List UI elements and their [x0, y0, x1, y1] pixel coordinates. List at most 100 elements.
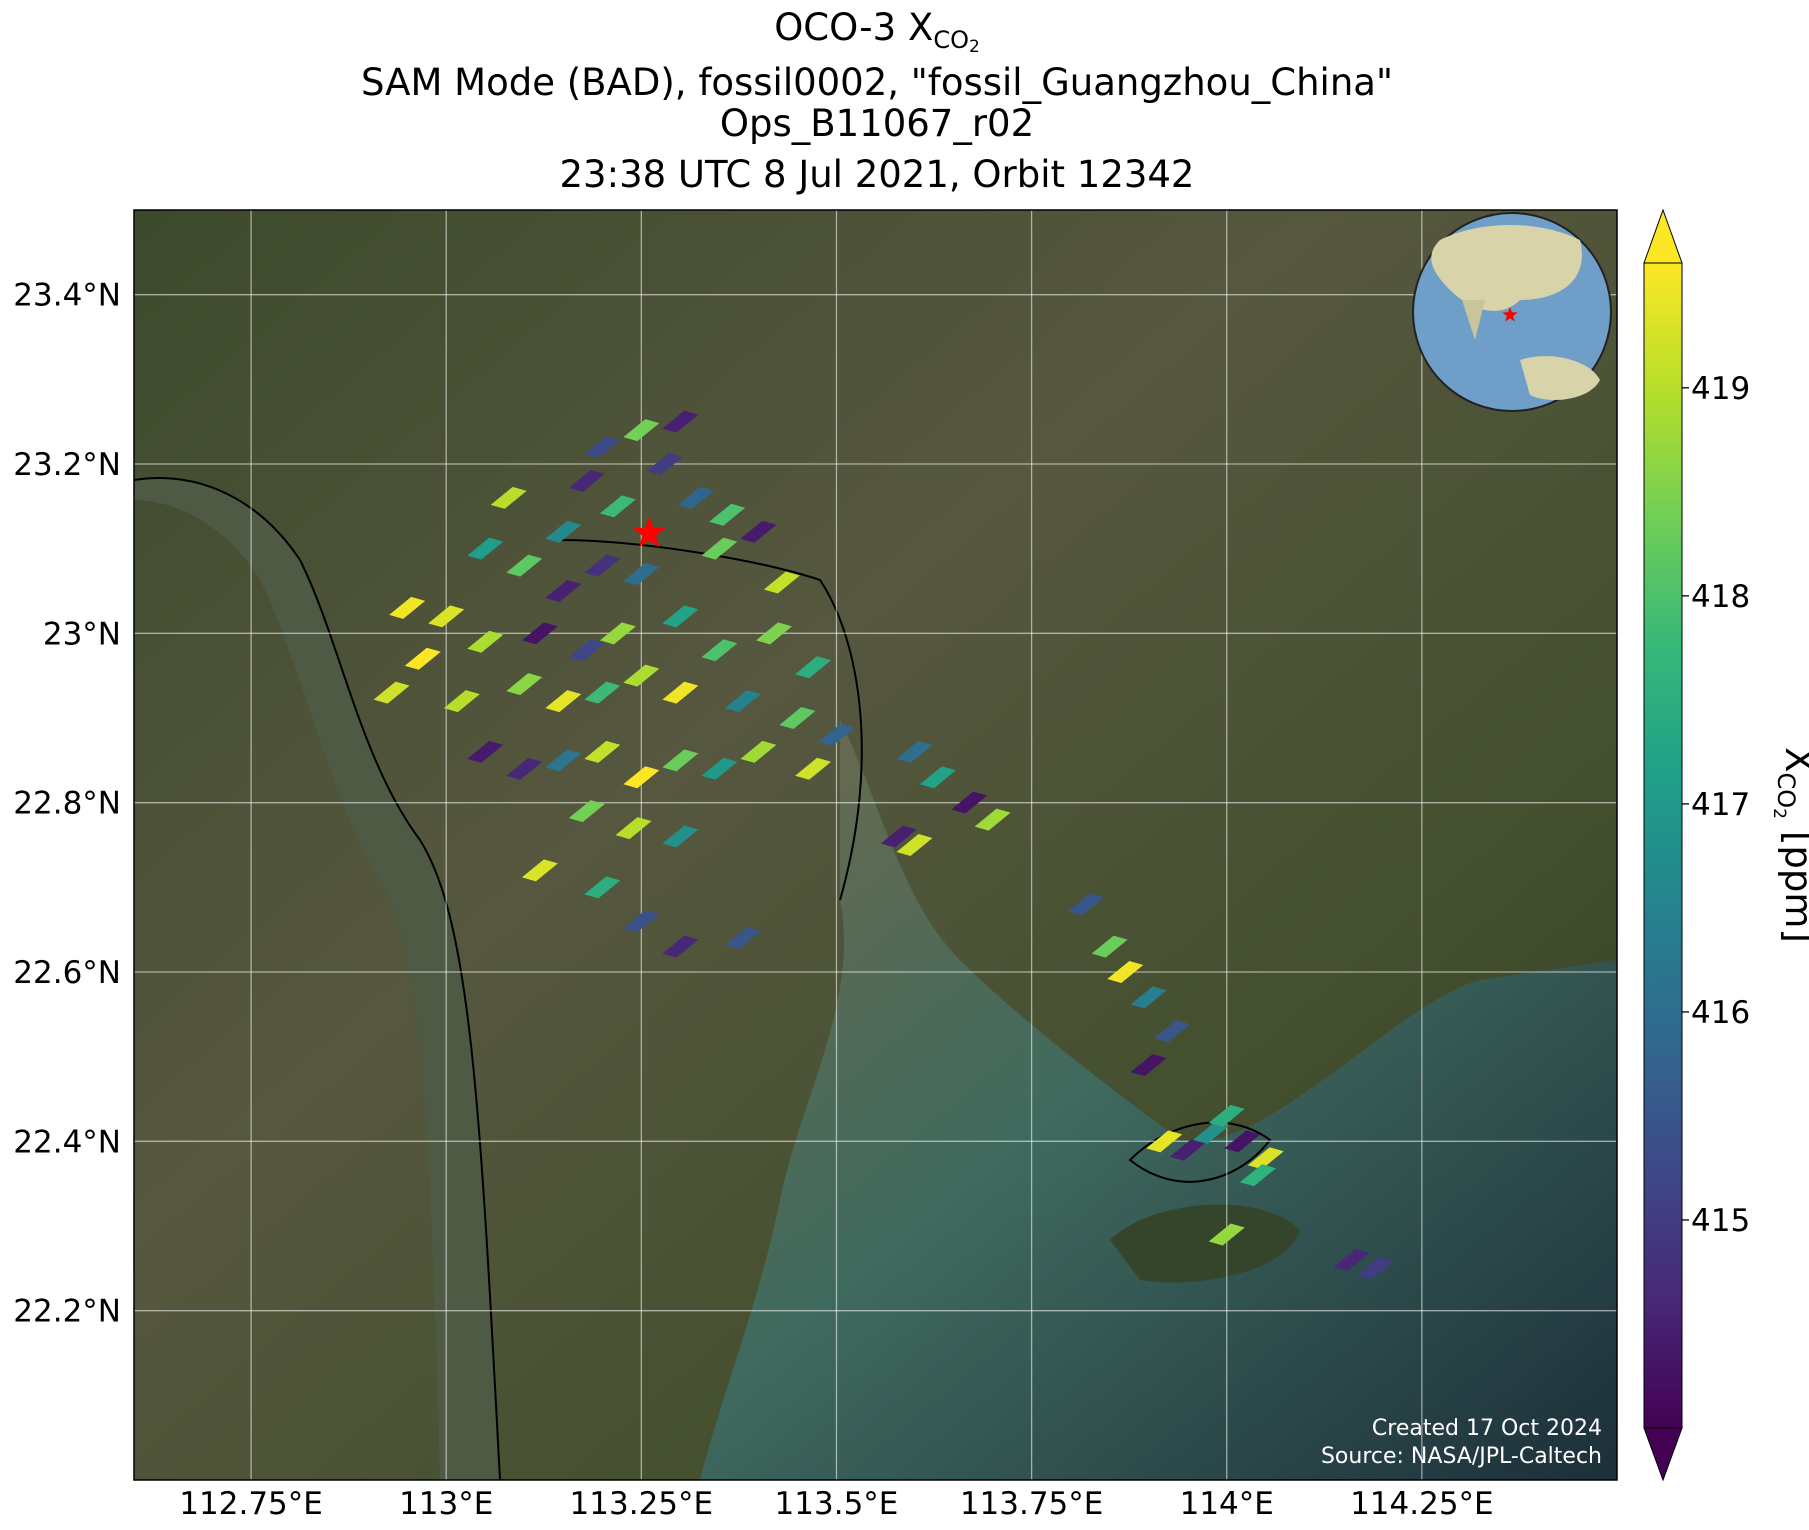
river	[134, 478, 500, 1480]
x-tick-label: 114°E	[1180, 1486, 1274, 1522]
footprint	[443, 690, 480, 713]
cb-label-subsub: 2	[1769, 808, 1789, 819]
footprint	[545, 580, 582, 602]
subtitle: 23:38 UTC 8 Jul 2021, Orbit 12342	[560, 153, 1195, 196]
subtitle: SAM Mode (BAD), fossil0002, "fossil_Guan…	[361, 61, 1393, 104]
footprint	[1247, 1147, 1284, 1170]
x-tick-label: 114.25°E	[1350, 1486, 1494, 1522]
footprint	[467, 537, 504, 560]
footprint	[1130, 986, 1167, 1009]
footprint	[467, 740, 504, 763]
footprint	[662, 825, 699, 848]
y-tick-label: 23.4°N	[13, 278, 121, 314]
colorbar-frame	[1643, 262, 1683, 1429]
footprint	[545, 520, 582, 543]
footprint	[1208, 1104, 1245, 1127]
footprint	[404, 647, 441, 670]
footprint	[763, 571, 800, 594]
y-tick-label: 22.4°N	[13, 1124, 121, 1160]
footprint	[599, 622, 636, 645]
footprint	[646, 453, 683, 475]
globe-star	[1502, 307, 1518, 322]
footprint	[568, 639, 605, 662]
credit: Source: NASA/JPL-Caltech	[1321, 1444, 1602, 1469]
colorbar-tick-label: 418	[1691, 579, 1750, 615]
footprint	[1107, 961, 1144, 983]
footprints	[373, 410, 1394, 1280]
footprint	[623, 664, 660, 687]
footprint	[701, 639, 738, 662]
cb-label-unit: [ppm]	[1777, 831, 1809, 943]
title-subsub: 2	[969, 37, 980, 57]
footprint	[779, 707, 816, 729]
colorbar-tick-label: 416	[1691, 995, 1750, 1031]
plot-frame	[133, 209, 1618, 1481]
credit: Created 17 Oct 2024	[1372, 1416, 1602, 1441]
footprint	[1224, 1130, 1261, 1153]
colorbar-tick-label: 417	[1691, 787, 1750, 823]
footprint	[545, 749, 582, 772]
footprint	[919, 766, 956, 789]
footprint	[568, 800, 605, 823]
footprint	[701, 537, 738, 560]
footprint	[662, 605, 699, 628]
footprint	[373, 681, 410, 704]
footprint	[740, 520, 777, 543]
colorbar-body	[1644, 263, 1682, 1428]
globe-land	[1462, 300, 1485, 340]
footprint	[896, 740, 933, 763]
footprint	[1357, 1257, 1394, 1280]
footprint	[584, 681, 621, 704]
footprint	[1239, 1164, 1276, 1187]
x-tick-label: 113.25°E	[570, 1486, 714, 1522]
footprint	[896, 834, 933, 856]
footprint	[584, 876, 621, 899]
footprint	[521, 622, 558, 645]
x-tick-label: 112.75°E	[179, 1486, 323, 1522]
island	[1110, 1204, 1300, 1283]
footprint	[545, 690, 582, 713]
footprint	[521, 859, 558, 882]
estuary	[700, 720, 1617, 1480]
footprint	[1068, 893, 1105, 916]
target-star	[632, 516, 666, 548]
footprint	[818, 723, 855, 746]
cb-label-sub: CO	[1772, 772, 1800, 808]
footprint	[662, 935, 699, 958]
footprint	[795, 656, 832, 679]
y-tick-label: 22.8°N	[13, 786, 121, 822]
subtitle: Ops_B11067_r02	[720, 102, 1034, 145]
grid	[134, 210, 1617, 1480]
footprint	[506, 757, 543, 780]
footprint	[1333, 1248, 1370, 1271]
footprint	[709, 503, 746, 526]
footprint	[740, 740, 777, 763]
footprint	[389, 596, 426, 619]
chart-title: OCO-3 XCO2	[774, 6, 980, 57]
footprint	[880, 825, 917, 848]
title-sub: CO	[933, 26, 969, 54]
footprint	[1208, 1223, 1245, 1246]
footprint	[623, 766, 660, 789]
footprint	[599, 495, 636, 518]
colorbar: 415 416 417 418 419	[1643, 208, 1750, 1482]
footprint	[1193, 1121, 1230, 1144]
footprint	[662, 681, 699, 704]
footprint	[1154, 1020, 1191, 1043]
y-tick-label: 22.6°N	[13, 955, 121, 991]
footprint	[506, 673, 543, 696]
x-tick-label: 113°E	[399, 1486, 493, 1522]
footprint	[662, 749, 699, 772]
footprint	[584, 740, 621, 763]
footprint	[623, 910, 660, 933]
footprint	[568, 469, 605, 492]
colorbar-extend-max	[1643, 208, 1683, 264]
footprint	[1146, 1130, 1183, 1153]
footprint	[701, 757, 738, 780]
footprint	[490, 486, 527, 509]
globe-land	[1431, 225, 1582, 311]
colorbar-extend-min	[1643, 1427, 1683, 1482]
footprint	[623, 563, 660, 586]
footprint	[467, 630, 504, 653]
